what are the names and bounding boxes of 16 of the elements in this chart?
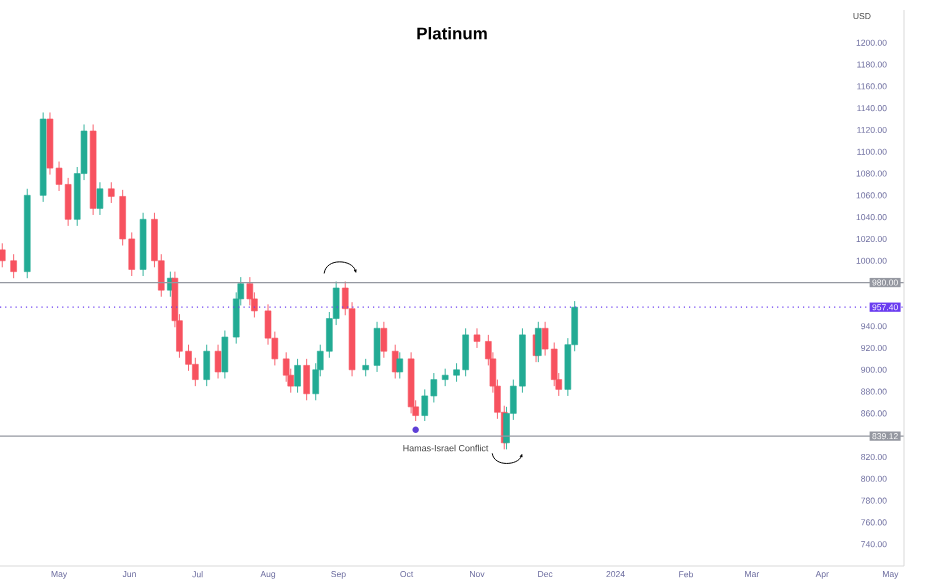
- candlestick: [214, 344, 222, 379]
- candlestick: [407, 351, 415, 414]
- candlestick: [108, 181, 115, 204]
- candlestick: [96, 181, 104, 216]
- text: Platinum: [417, 27, 487, 40]
- candlestick: [294, 358, 301, 394]
- candlestick: [203, 344, 210, 387]
- candlestick: [396, 351, 404, 379]
- candlestick: [473, 327, 481, 349]
- candlestick: [10, 253, 17, 279]
- candlestick: [380, 321, 388, 359]
- candlestick: [535, 321, 542, 363]
- candlestick: [303, 358, 310, 401]
- candlestick: [221, 330, 229, 379]
- candlestick: [373, 321, 381, 373]
- candlestick: [0, 242, 6, 268]
